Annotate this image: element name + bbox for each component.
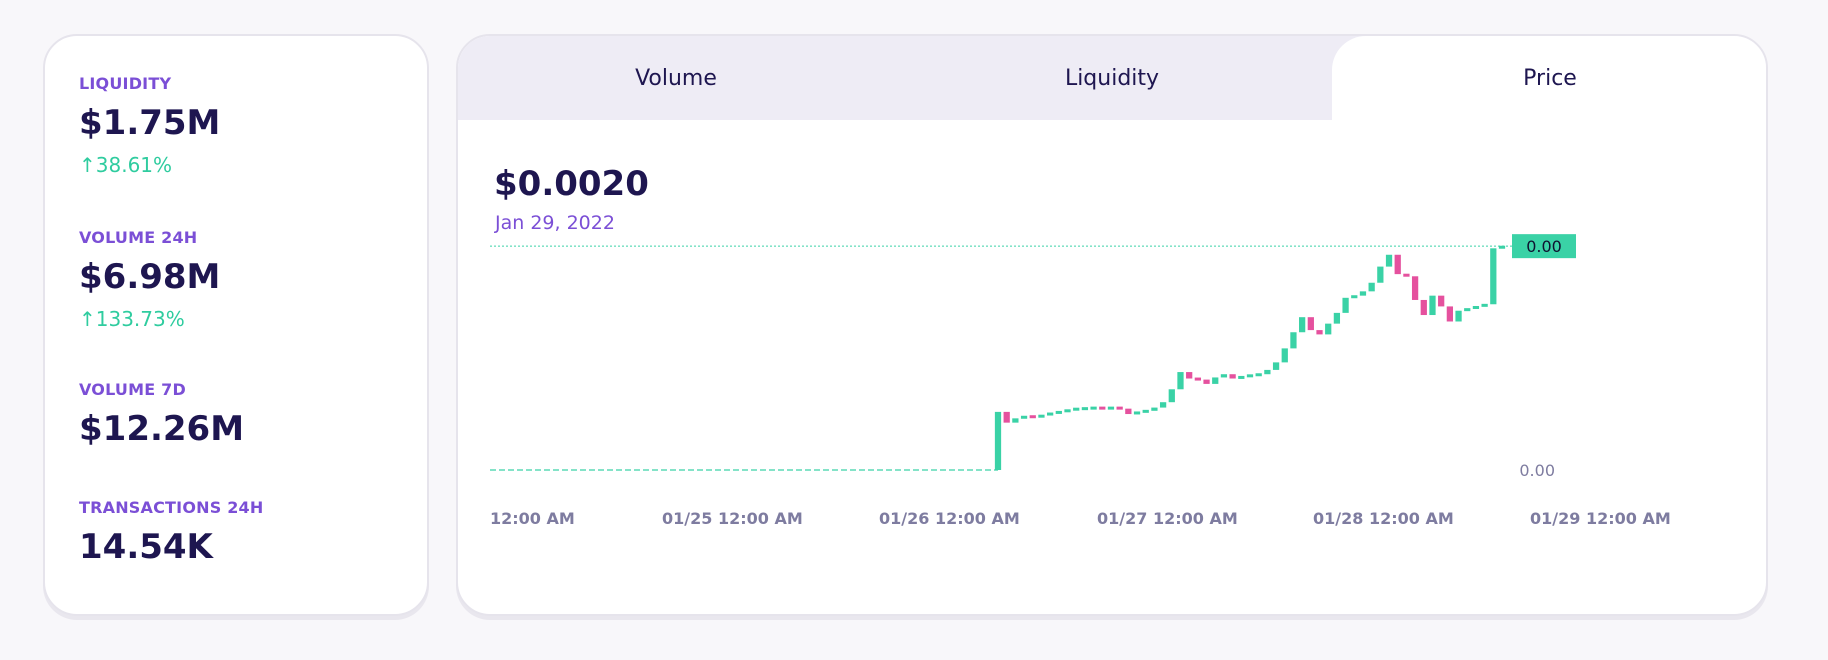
price-chart[interactable]: 0.00 0.00 12:00 AM 01/25 12:00 AM 01/26 12:0… [458, 36, 1768, 616]
tab-price[interactable]: Price [1332, 36, 1766, 120]
stat-value: $12.26M [79, 409, 245, 449]
current-date: Jan 29, 2022 [495, 212, 615, 234]
x-tick-label: 01/25 12:00 AM [662, 509, 803, 528]
candle [1047, 412, 1054, 416]
candle [1333, 312, 1341, 324]
candle [1272, 362, 1280, 370]
candle [1073, 407, 1080, 411]
candle [1385, 254, 1393, 267]
candle [1290, 332, 1297, 349]
candle [1038, 414, 1045, 418]
stat-label: LIQUIDITY [79, 74, 172, 93]
candle [1446, 306, 1453, 322]
candle [1107, 406, 1115, 410]
candle [1220, 374, 1228, 378]
chart-tabs: Volume Liquidity Price [458, 36, 1766, 120]
candle [1438, 295, 1445, 307]
stat-change: ↑38.61% [79, 153, 173, 177]
stat-value: 14.54K [79, 527, 213, 567]
candle [1420, 299, 1427, 316]
chart-card: Volume Liquidity Price 0.00 0.00 12:00 AM 0… [456, 34, 1768, 616]
candle [1325, 323, 1332, 335]
stat-label: TRANSACTIONS 24H [79, 498, 264, 517]
candle [1090, 406, 1097, 410]
stat-value: $1.75M [79, 103, 221, 143]
candle [1464, 308, 1471, 312]
candle [1029, 415, 1036, 419]
candle [1411, 276, 1419, 300]
stat-volume-24h: VOLUME 24H $6.98M ↑133.73% [79, 228, 220, 331]
candle [1368, 282, 1375, 292]
current-price: $0.0020 [494, 164, 649, 204]
x-tick-label: 01/26 12:00 AM [879, 509, 1020, 528]
candle [1377, 266, 1384, 283]
tab-liquidity[interactable]: Liquidity [1064, 65, 1160, 91]
stat-change: ↑133.73% [79, 307, 185, 331]
candle [1455, 310, 1462, 322]
candle [1194, 377, 1201, 381]
candle [1081, 407, 1089, 411]
stat-value: $6.98M [79, 257, 221, 297]
candle [1281, 348, 1288, 363]
x-tick-label: 01/28 12:00 AM [1313, 509, 1454, 528]
candle [1186, 372, 1193, 379]
candle [1203, 379, 1210, 384]
stat-label: VOLUME 24H [79, 228, 198, 247]
stat-label: VOLUME 7D [79, 380, 186, 399]
candle [1116, 406, 1123, 410]
tab-volume[interactable]: Volume [635, 65, 717, 91]
candle [1177, 372, 1184, 390]
candle [1133, 411, 1141, 415]
candle [1429, 295, 1436, 316]
candle [1481, 303, 1488, 307]
candle [1498, 245, 1506, 249]
x-tick-label: 12:00 AM [490, 509, 575, 528]
candle [1064, 409, 1071, 413]
candle [1055, 410, 1062, 414]
candle [994, 411, 1002, 470]
candle [1246, 374, 1254, 378]
current-price-badge [1512, 234, 1576, 259]
stat-transactions-24h: TRANSACTIONS 24H 14.54K [79, 498, 263, 567]
candle [1394, 254, 1401, 275]
stat-volume-7d: VOLUME 7D $12.26M [79, 380, 244, 449]
x-tick-label: 01/27 12:00 AM [1097, 509, 1238, 528]
candle [1351, 295, 1358, 299]
candle [1264, 369, 1271, 375]
candle [1020, 415, 1028, 419]
current-price-label: 0.00 [1526, 237, 1562, 256]
candle [1359, 291, 1367, 296]
candle [1212, 377, 1219, 384]
candle [1307, 317, 1314, 331]
x-tick-label: 01/29 12:00 AM [1530, 509, 1671, 528]
candle [1159, 402, 1167, 408]
y-axis-label: 0.00 [1519, 461, 1555, 480]
candle [1490, 248, 1497, 305]
candle [1472, 305, 1480, 309]
candle [1229, 374, 1236, 379]
candle [1342, 297, 1349, 313]
candle [1168, 389, 1175, 403]
stat-liquidity: LIQUIDITY $1.75M ↑38.61% [79, 74, 220, 177]
candle [1238, 375, 1245, 379]
candle [1299, 317, 1306, 333]
candle [1012, 418, 1019, 423]
stats-card: LIQUIDITY $1.75M ↑38.61% VOLUME 24H $6.9… [43, 34, 429, 616]
candle [1255, 373, 1262, 377]
candle [1125, 408, 1132, 415]
candle [1403, 273, 1410, 277]
candle [1142, 409, 1149, 413]
candle [1316, 330, 1323, 335]
candle [1003, 411, 1010, 423]
candle [1099, 406, 1106, 410]
candle [1151, 407, 1158, 411]
